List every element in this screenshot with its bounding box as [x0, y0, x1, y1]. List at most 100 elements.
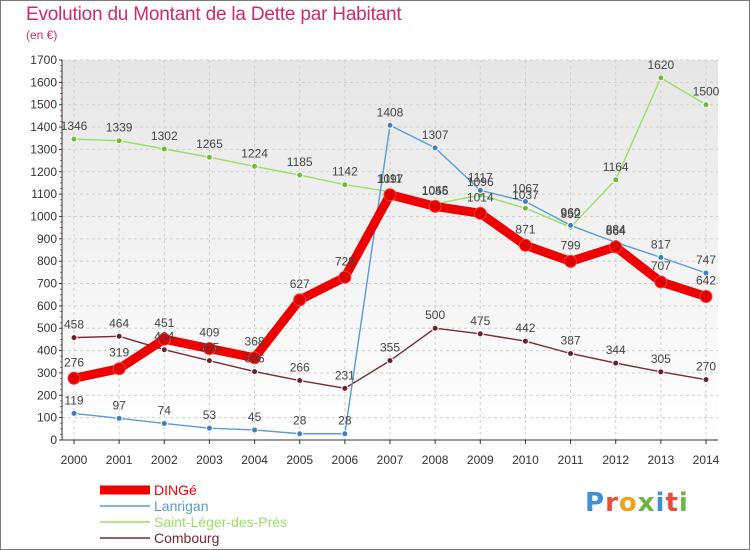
data-label: 266 — [290, 361, 310, 375]
data-label: 1117 — [468, 170, 493, 184]
data-point — [341, 430, 349, 438]
proxiti-logo: Proxiti — [585, 488, 689, 518]
y-tick-label: 0 — [50, 433, 57, 447]
legend-label: DINGé — [154, 482, 197, 498]
page-title: Evolution du Montant de la Dette par Hab… — [26, 4, 402, 25]
x-tick-label: 2005 — [286, 453, 313, 467]
data-label: 1111 — [378, 172, 402, 186]
data-label: 728 — [335, 254, 355, 268]
data-point — [202, 342, 216, 356]
data-point — [157, 332, 171, 346]
x-tick-label: 2008 — [422, 453, 449, 467]
x-tick-label: 2004 — [241, 453, 268, 467]
data-point — [476, 186, 484, 194]
data-label: 475 — [470, 314, 490, 328]
data-label: 306 — [245, 352, 265, 366]
data-label: 1339 — [106, 121, 133, 135]
data-label: 97 — [112, 398, 126, 412]
y-tick-label: 200 — [37, 388, 57, 402]
data-label: 960 — [561, 205, 581, 219]
data-label: 1185 — [287, 155, 313, 169]
data-label: 952 — [561, 207, 581, 221]
data-point — [341, 384, 349, 392]
y-tick-label: 400 — [37, 344, 57, 358]
y-tick-label: 700 — [37, 277, 57, 291]
data-label: 355 — [199, 341, 219, 355]
logo-letter: P — [585, 488, 606, 518]
y-tick-label: 1100 — [31, 187, 57, 201]
data-label: 1097 — [377, 172, 404, 186]
data-label: 387 — [561, 333, 581, 347]
x-tick-label: 2011 — [558, 453, 584, 467]
data-label: 404 — [154, 330, 174, 344]
data-label: 74 — [158, 403, 172, 417]
x-tick-label: 2010 — [512, 453, 539, 467]
data-point — [115, 414, 123, 422]
x-tick-label: 2009 — [467, 453, 494, 467]
data-point — [383, 188, 397, 202]
y-tick-label: 500 — [37, 321, 57, 335]
data-point — [160, 145, 168, 153]
data-label: 799 — [561, 238, 581, 252]
data-point — [160, 346, 168, 354]
x-tick-label: 2014 — [693, 453, 720, 467]
data-point — [521, 204, 529, 212]
data-point — [70, 334, 78, 342]
data-label: 464 — [109, 316, 129, 330]
data-label: 1056 — [422, 184, 449, 198]
data-label: 270 — [696, 360, 716, 374]
data-point — [657, 74, 665, 82]
data-label: 1302 — [151, 129, 178, 143]
data-label: 119 — [64, 393, 83, 407]
logo-letter: x — [637, 488, 656, 518]
data-label: 864 — [606, 224, 626, 238]
x-tick-label: 2003 — [196, 453, 223, 467]
data-point — [386, 121, 394, 129]
y-tick-label: 1600 — [30, 75, 57, 89]
data-point — [248, 351, 262, 365]
y-tick-label: 1200 — [30, 165, 57, 179]
data-label: 28 — [293, 414, 307, 428]
data-point — [657, 368, 665, 376]
y-tick-label: 900 — [37, 232, 57, 246]
y-tick-label: 600 — [37, 299, 57, 313]
data-point — [567, 221, 575, 229]
logo-letter: o — [618, 488, 638, 518]
data-label: 1037 — [512, 188, 539, 202]
data-label: 1014 — [467, 190, 494, 204]
data-point — [251, 426, 259, 434]
legend-label: Combourg — [154, 530, 219, 546]
data-point — [386, 357, 394, 365]
data-point — [70, 409, 78, 417]
x-tick-label: 2006 — [332, 453, 359, 467]
y-tick-label: 1300 — [30, 142, 57, 156]
x-tick-label: 2012 — [602, 453, 629, 467]
data-label: 231 — [335, 368, 355, 382]
data-point — [296, 171, 304, 179]
data-label: 1408 — [377, 105, 404, 119]
data-label: 1346 — [61, 119, 88, 133]
x-tick-label: 2013 — [648, 453, 675, 467]
data-point — [473, 206, 487, 220]
data-point — [612, 359, 620, 367]
y-tick-label: 1400 — [30, 120, 57, 134]
data-label: 355 — [380, 341, 400, 355]
y-tick-label: 800 — [37, 254, 57, 268]
axes: 0 100 200 300 400 500 600 700 800 900 1000 1100 1200… — [30, 53, 719, 467]
data-point — [431, 144, 439, 152]
data-label: 305 — [651, 352, 671, 366]
data-point — [205, 424, 213, 432]
data-label: 1307 — [422, 128, 449, 142]
data-label: 45 — [248, 410, 262, 424]
data-label: 451 — [154, 316, 174, 330]
data-label: 1265 — [196, 137, 223, 151]
data-label: 319 — [109, 346, 129, 360]
data-point — [341, 181, 349, 189]
data-label: 276 — [64, 355, 84, 369]
data-point — [521, 197, 529, 205]
data-point — [296, 377, 304, 385]
data-label: 368 — [245, 335, 265, 349]
data-label: 344 — [606, 343, 626, 357]
legend-label: Lanrigan — [154, 498, 209, 514]
